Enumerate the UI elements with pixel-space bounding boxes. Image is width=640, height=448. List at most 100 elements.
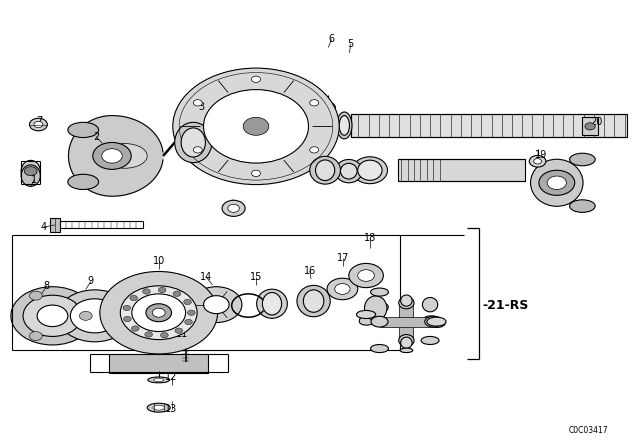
Circle shape [145,332,152,337]
Text: 3: 3 [198,102,205,112]
Ellipse shape [401,295,412,306]
Text: 17: 17 [337,253,349,263]
Circle shape [29,332,42,340]
Text: 12: 12 [165,372,178,382]
Text: 13: 13 [165,404,178,414]
Circle shape [158,287,166,293]
Ellipse shape [339,116,349,135]
Ellipse shape [427,317,446,326]
Circle shape [34,121,43,128]
Text: 11: 11 [176,329,189,339]
Ellipse shape [21,160,40,182]
Circle shape [37,305,68,327]
Circle shape [204,90,308,163]
Ellipse shape [102,143,147,168]
Circle shape [11,287,94,345]
Bar [582,117,598,135]
Circle shape [131,326,139,331]
Circle shape [175,328,182,333]
Ellipse shape [257,289,287,318]
Circle shape [243,117,269,135]
Ellipse shape [148,377,170,383]
Text: 8: 8 [44,281,50,291]
Text: 15: 15 [250,272,262,282]
Ellipse shape [421,336,439,345]
Ellipse shape [153,405,164,410]
Circle shape [79,311,92,320]
Text: 18: 18 [364,233,376,243]
Ellipse shape [365,296,387,321]
Circle shape [358,270,374,281]
Circle shape [29,118,47,131]
Ellipse shape [303,290,324,312]
Bar [398,159,525,181]
Ellipse shape [371,316,388,327]
Text: 6: 6 [328,34,335,44]
Circle shape [161,332,168,338]
Text: 14: 14 [200,272,212,282]
Ellipse shape [531,159,583,206]
Ellipse shape [401,337,412,349]
Circle shape [193,147,202,153]
Ellipse shape [262,293,282,315]
Ellipse shape [399,297,414,309]
Text: 16: 16 [303,266,316,276]
Ellipse shape [175,122,212,163]
Circle shape [173,68,339,185]
Ellipse shape [68,122,99,138]
Bar [109,354,209,373]
Circle shape [193,100,202,106]
Circle shape [310,100,319,106]
Circle shape [327,278,358,300]
Circle shape [204,296,229,314]
Ellipse shape [337,112,352,139]
Ellipse shape [359,313,381,325]
Ellipse shape [356,310,376,319]
Circle shape [146,304,172,322]
Circle shape [547,176,566,190]
Circle shape [23,295,82,336]
Bar [50,218,60,232]
Ellipse shape [423,316,445,327]
Circle shape [228,204,239,212]
Ellipse shape [399,335,414,346]
Circle shape [320,102,335,113]
Ellipse shape [297,285,330,317]
Circle shape [123,305,131,310]
Ellipse shape [422,297,438,312]
Ellipse shape [425,316,442,327]
Ellipse shape [371,345,388,353]
Circle shape [152,308,165,317]
Ellipse shape [400,348,413,353]
Bar [351,114,627,137]
Ellipse shape [316,160,335,181]
Circle shape [585,123,595,130]
Circle shape [534,159,541,164]
Ellipse shape [68,174,99,190]
Circle shape [184,299,191,305]
Ellipse shape [21,165,40,186]
Text: 9: 9 [88,276,94,286]
Circle shape [102,149,122,163]
Circle shape [188,310,195,315]
Polygon shape [68,116,163,196]
Text: 5: 5 [348,39,354,49]
Text: 10: 10 [152,256,165,266]
Text: 4: 4 [40,222,47,232]
Circle shape [335,284,350,294]
Circle shape [124,316,131,322]
Text: 7: 7 [228,202,235,212]
Circle shape [132,294,186,332]
Circle shape [93,142,131,169]
Text: C0C03417: C0C03417 [569,426,609,435]
Text: -21-RS: -21-RS [483,299,529,312]
Circle shape [70,299,119,333]
Circle shape [222,200,245,216]
Circle shape [252,76,260,82]
Bar [179,337,193,344]
Bar [380,317,433,327]
Text: 20: 20 [590,117,603,127]
Ellipse shape [570,200,595,212]
Circle shape [120,286,197,340]
Circle shape [143,289,150,294]
